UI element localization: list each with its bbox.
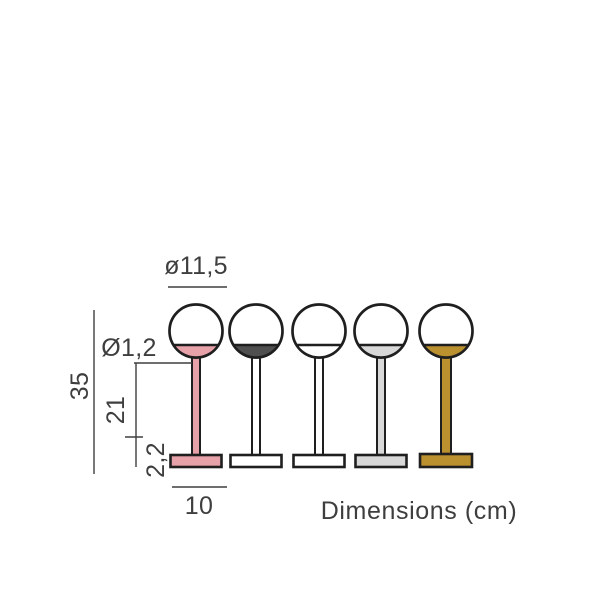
units-caption: Dimensions (cm) bbox=[321, 497, 518, 525]
total-height-label: 35 bbox=[66, 372, 94, 400]
lamp-base bbox=[292, 453, 346, 469]
lamp-globe-accent bbox=[421, 343, 471, 359]
lamp-base bbox=[418, 452, 474, 469]
lamp-stem bbox=[251, 349, 261, 457]
base-width-label: 10 bbox=[185, 492, 213, 520]
stem-height-label: 21 bbox=[102, 396, 130, 424]
lamp-variant-brass bbox=[418, 303, 474, 469]
base-height-label: 2,2 bbox=[142, 442, 170, 478]
lamp-variant-black bbox=[228, 303, 284, 469]
lamp-globe-accent bbox=[356, 343, 406, 359]
dimension-annotations: ø11,5 Ø1,2 35 21 2,2 10 bbox=[66, 252, 228, 520]
lamp-globe-accent bbox=[294, 343, 344, 359]
lamp-globe-accent bbox=[171, 343, 221, 359]
lamp-stem bbox=[191, 349, 201, 457]
lamp-globe-accent bbox=[231, 343, 281, 359]
stem-diameter-label: Ø1,2 bbox=[101, 334, 156, 362]
lamp-base bbox=[229, 453, 283, 469]
globe-diameter-label: ø11,5 bbox=[164, 252, 228, 280]
lamp-stem bbox=[440, 349, 452, 457]
lamp-variant-white bbox=[291, 303, 347, 469]
lamp-row bbox=[168, 303, 474, 469]
lamp-base bbox=[354, 453, 408, 469]
lamp-base bbox=[169, 453, 223, 469]
lamp-stem bbox=[376, 349, 386, 457]
lamp-variant-grey bbox=[353, 303, 409, 469]
lamp-stem bbox=[314, 349, 324, 457]
lamp-variant-pink bbox=[168, 303, 224, 469]
